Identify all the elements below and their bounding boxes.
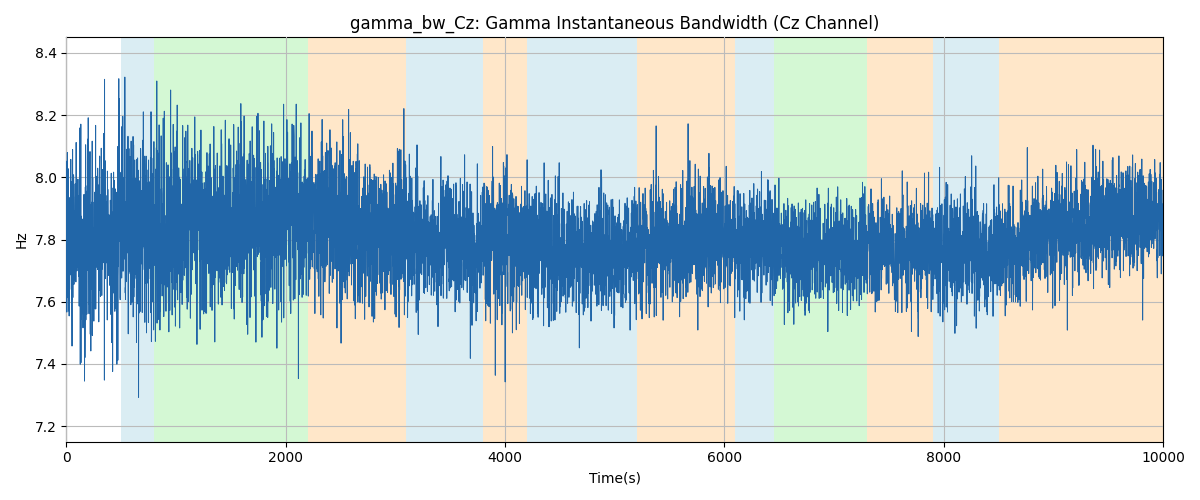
Bar <box>736 38 774 442</box>
Bar <box>407 38 484 442</box>
Bar <box>998 38 1163 442</box>
Bar <box>637 38 736 442</box>
Bar <box>307 38 407 442</box>
Bar <box>774 38 866 442</box>
Y-axis label: Hz: Hz <box>16 230 29 248</box>
Bar <box>866 38 932 442</box>
Bar <box>154 38 307 442</box>
Bar <box>484 38 527 442</box>
X-axis label: Time(s): Time(s) <box>589 471 641 485</box>
Bar <box>932 38 998 442</box>
Bar <box>121 38 154 442</box>
Bar <box>527 38 637 442</box>
Title: gamma_bw_Cz: Gamma Instantaneous Bandwidth (Cz Channel): gamma_bw_Cz: Gamma Instantaneous Bandwid… <box>350 15 880 34</box>
